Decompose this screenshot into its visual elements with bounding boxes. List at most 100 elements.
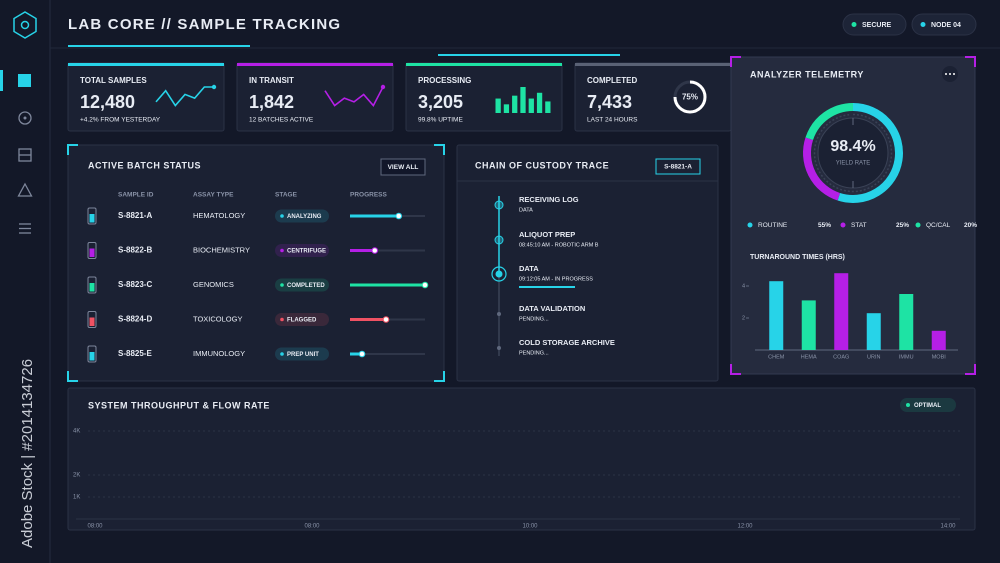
legend-dot: [747, 222, 753, 228]
menu-dot: [945, 73, 947, 75]
sample-id: S-8824-D: [118, 315, 152, 324]
kpi-note: 12 BATCHES ACTIVE: [249, 117, 314, 124]
gauge-segment: [805, 103, 854, 141]
kpi-sparkline-end: [211, 84, 217, 90]
sample-tag-label: S-8821-A: [664, 164, 692, 171]
progress-knob: [371, 247, 379, 254]
batch-corners: [67, 144, 445, 382]
nav-samples[interactable]: [18, 111, 32, 125]
kpi-note: +4.2% FROM YESTERDAY: [80, 117, 161, 124]
step-detail: 08:45:10 AM - ROBOTIC ARM B: [519, 242, 599, 248]
kpi-sparkline: [155, 86, 214, 107]
stage-pill: [275, 313, 329, 326]
stage-label: FLAGGED: [287, 318, 317, 324]
kpi-value: 1,842: [249, 92, 294, 112]
column-header: STAGE: [275, 192, 298, 199]
tube-fill: [89, 352, 95, 361]
column-header: SAMPLE ID: [118, 192, 154, 199]
yield-arc: [813, 113, 893, 193]
assay-type: IMMUNOLOGY: [193, 349, 245, 358]
nav-dashboard[interactable]: [18, 74, 31, 87]
kpi-bar: [528, 98, 534, 113]
kpi-label: IN TRANSIT: [249, 76, 294, 85]
logo-core: [20, 20, 30, 30]
kpi-bar: [536, 92, 543, 113]
gauge-segment: [837, 103, 903, 203]
assay-type: GENOMICS: [193, 280, 234, 289]
tube-icon: [87, 345, 97, 363]
tube-fill: [89, 283, 95, 292]
bar: [769, 281, 784, 350]
kpi-accent: [406, 63, 562, 66]
panel-title: CHAIN OF CUSTODY TRACE: [475, 160, 609, 170]
stage-dot: [280, 317, 284, 322]
step-title: DATA: [519, 264, 539, 273]
yield-value: 98.4%: [830, 138, 875, 155]
step-title: ALIQUOT PREP: [519, 230, 575, 239]
stage-pill: [275, 278, 329, 292]
progress-bar: [350, 352, 362, 356]
legend-dot: [840, 222, 846, 228]
nav-alerts[interactable]: [17, 182, 33, 197]
stage-label: CENTRIFUGE: [287, 249, 326, 255]
kpi-label: PROCESSING: [418, 76, 471, 85]
logo: [13, 11, 37, 39]
y-tick-label: 1K: [73, 495, 80, 501]
status-dot: [851, 22, 857, 27]
y-tick-label: 2: [742, 315, 745, 321]
view-all-label[interactable]: VIEW ALL: [388, 164, 419, 171]
kpi-sparkline: [324, 86, 384, 107]
status-pill: [900, 398, 956, 412]
step-detail: PENDING...: [519, 350, 549, 356]
stage-dot: [280, 214, 284, 218]
status-label: SECURE: [862, 22, 892, 29]
progress-track: [350, 353, 425, 355]
custody-panel: [456, 144, 719, 382]
step-title: RECEIVING LOG: [519, 195, 579, 204]
bar: [801, 300, 816, 350]
tube-fill: [89, 214, 95, 223]
status-dot: [906, 403, 910, 407]
menu-dot: [953, 73, 955, 75]
x-tick-label: CHEM: [768, 354, 785, 360]
step-node: [497, 346, 501, 350]
panel-title: SYSTEM THROUGHPUT & FLOW RATE: [88, 400, 270, 410]
stage-dot: [280, 352, 284, 356]
x-tick-label: IMMU: [899, 354, 914, 360]
step-node: [495, 270, 503, 278]
tube-icon: [87, 207, 97, 225]
y-tick-label: 4K: [73, 429, 80, 435]
legend-name: QC/CAL: [926, 222, 951, 229]
progress-bar: [350, 214, 399, 218]
x-tick-label: MOBI: [932, 354, 947, 360]
throughput-panel: [67, 387, 976, 531]
stage-pill: [275, 209, 329, 223]
step-title: COLD STORAGE ARCHIVE: [519, 338, 615, 347]
legend-dot: [915, 222, 921, 228]
kpi-accent: [237, 63, 393, 66]
tube-fill: [89, 317, 95, 326]
step-detail: 09:12:05 AM - IN PROGRESS: [519, 276, 593, 282]
x-tick-label: COAG: [833, 354, 849, 360]
assay-type: TOXICOLOGY: [193, 314, 242, 323]
x-tick-label: 08:00: [87, 524, 103, 530]
telemetry-corners: [730, 56, 976, 375]
legend-name: STAT: [851, 222, 867, 229]
view-all-button[interactable]: [380, 158, 426, 176]
tube-icon: [87, 311, 97, 328]
bar: [866, 313, 881, 350]
step-node: [494, 235, 504, 245]
x-tick-label: HEMA: [801, 354, 817, 360]
status-label: NODE 04: [931, 22, 961, 29]
kpi-note: 99.8% UPTIME: [418, 117, 463, 124]
panel-title: ANALYZER TELEMETRY: [750, 69, 864, 79]
progress-knob: [382, 316, 390, 323]
stage-dot: [280, 283, 284, 287]
batch-panel: [67, 144, 445, 382]
kpi-accent: [575, 63, 731, 66]
kpi-sparkline-end: [380, 84, 386, 90]
progress-bar: [350, 318, 386, 321]
assay-type: HEMATOLOGY: [193, 211, 245, 220]
stage-pill: [275, 347, 329, 361]
nav-menu[interactable]: [19, 223, 31, 234]
